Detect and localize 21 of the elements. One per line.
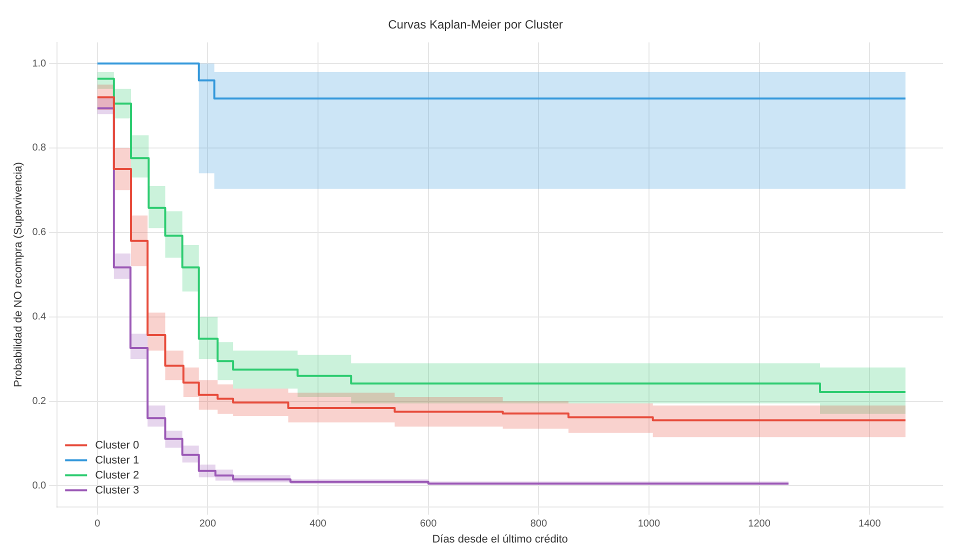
y-tick-label: 0.0 (32, 480, 47, 492)
x-tick-label: 600 (420, 518, 438, 530)
chart-title: Curvas Kaplan-Meier por Cluster (388, 18, 563, 32)
x-tick-label: 800 (530, 518, 548, 530)
y-tick-label: 0.6 (32, 227, 47, 238)
x-tick-label: 1200 (748, 518, 771, 530)
y-tick-label: 1.0 (32, 58, 47, 70)
y-tick-label: 0.2 (32, 396, 47, 408)
x-tick-label: 1000 (638, 518, 661, 530)
y-tick-label: 0.8 (32, 142, 47, 154)
x-axis-title: Días desde el último crédito (432, 533, 568, 546)
legend-label: Cluster 3 (95, 484, 140, 496)
x-tick-label: 200 (199, 518, 216, 530)
y-axis-title: Probabilidad de NO recompra (Supervivencia) (12, 162, 25, 388)
x-tick-label: 1400 (858, 518, 882, 530)
legend-label: Cluster 1 (95, 454, 140, 466)
x-tick-label: 400 (310, 518, 327, 530)
y-tick-label: 0.4 (32, 312, 47, 323)
legend-label: Cluster 0 (95, 439, 140, 452)
x-tick-label: 0 (94, 518, 101, 530)
legend-label: Cluster 2 (95, 469, 140, 482)
